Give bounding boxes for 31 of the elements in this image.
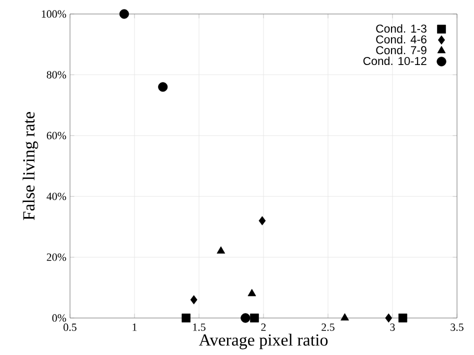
x-tick-label: 1 <box>132 324 137 331</box>
point <box>158 82 168 92</box>
x-tick-label: 1.5 <box>193 324 206 331</box>
x-tick-label: 0.5 <box>64 324 76 331</box>
y-tick-label: 60% <box>46 132 66 140</box>
point <box>250 314 259 322</box>
point <box>248 288 256 296</box>
x-tick-label: 2.5 <box>322 324 334 331</box>
point <box>258 216 266 226</box>
x-tick-label: 3 <box>390 324 395 331</box>
y-tick-label: 0% <box>52 314 66 322</box>
y-tick-label: 20% <box>46 253 66 261</box>
point <box>119 9 129 19</box>
y-tick-label: 40% <box>46 192 66 200</box>
legend-label: Cond. 7-9 <box>376 46 426 54</box>
legend-label: Cond. 4-6 <box>376 35 426 44</box>
y-tick-label: 80% <box>46 71 66 79</box>
point <box>190 295 198 304</box>
point <box>340 313 349 320</box>
point <box>398 314 408 322</box>
y-tick-label: 100% <box>42 10 66 18</box>
legend-label: Cond. 1-3 <box>376 24 426 33</box>
x-axis-title: Average pixel ratio <box>198 334 328 350</box>
point <box>216 246 226 254</box>
point <box>182 314 190 322</box>
x-tick-label: 3.5 <box>450 324 464 331</box>
y-axis-title: False living rate <box>22 112 38 220</box>
legend-label: Cond. 10-12 <box>363 56 426 66</box>
point <box>240 313 250 323</box>
x-tick-label: 2 <box>261 324 266 331</box>
point <box>385 313 392 323</box>
